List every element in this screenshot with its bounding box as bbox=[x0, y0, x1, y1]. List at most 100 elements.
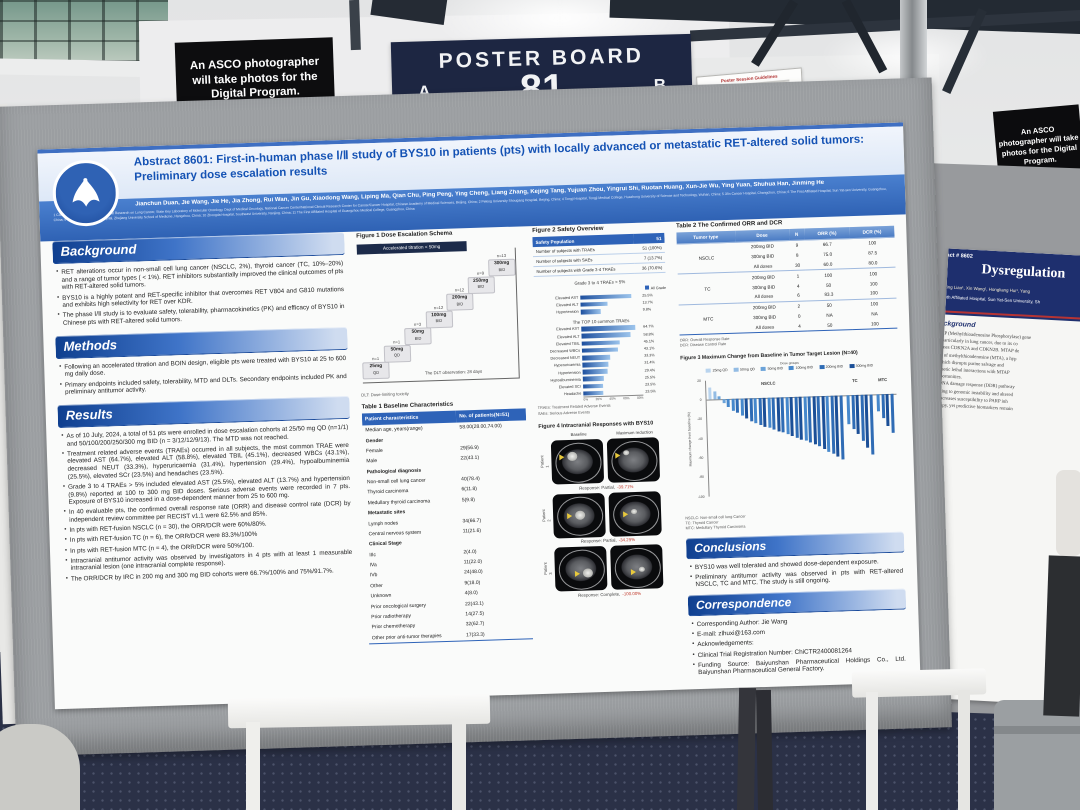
attendee-leg bbox=[755, 689, 774, 810]
bullet-marker: • bbox=[692, 661, 696, 669]
trae-bar-label: Hypoalbuminemia bbox=[550, 377, 581, 383]
methods-bullets: • Following an accelerated titration and … bbox=[58, 355, 347, 397]
dlt-observation-note: The DLT observation: 28 days bbox=[424, 368, 483, 376]
response-value: -34.29% bbox=[618, 537, 636, 543]
gray-stool bbox=[994, 700, 1080, 810]
bullet-marker: • bbox=[691, 621, 694, 628]
table2-cell: 4 bbox=[798, 323, 801, 329]
y-tick-label: -60 bbox=[698, 455, 704, 460]
brain-mri-image bbox=[606, 437, 661, 483]
hospital-emblem-logo bbox=[51, 159, 120, 228]
trae-bar-value: 9.8% bbox=[642, 307, 652, 312]
figure4-col-reduction: Maximum reduction bbox=[616, 429, 653, 436]
table-leg bbox=[866, 692, 878, 810]
trae-bar bbox=[583, 390, 603, 396]
poster-header: Abstract 8601: First-in-human phase Ⅰ/Ⅱ … bbox=[37, 122, 906, 242]
trae-bar-track bbox=[582, 361, 642, 368]
bullet-text: E-mail: zlhuxi@163.com bbox=[696, 629, 766, 639]
conclusions-bullets-item: • Preliminary antitumor activity was obse… bbox=[689, 567, 903, 589]
waterfall-bar bbox=[868, 394, 875, 455]
trae-bar bbox=[582, 376, 605, 382]
dose-step-schedule: BID bbox=[477, 283, 485, 290]
trae-bar-value: 23.5% bbox=[645, 382, 656, 387]
poster-8602-abstract-number: Abstract # 8602 bbox=[945, 251, 974, 260]
trae-bar-label: Hyperuricaemia bbox=[553, 363, 581, 368]
brain-mri-image bbox=[552, 492, 606, 539]
waterfall-bar bbox=[749, 398, 754, 422]
trae-bar bbox=[580, 308, 601, 315]
table-leg bbox=[246, 722, 260, 810]
trae-bar-track bbox=[580, 300, 640, 307]
waterfall-bar bbox=[717, 396, 721, 400]
legend-color-swatch bbox=[849, 363, 855, 368]
waterfall-plot-area: NSCLC TC MTC bbox=[704, 374, 900, 497]
waterfall-bar bbox=[889, 393, 895, 433]
waterfall-bar bbox=[758, 397, 763, 426]
bullet-marker: • bbox=[65, 557, 68, 564]
trae-bar bbox=[580, 293, 632, 300]
bullet-marker: • bbox=[61, 450, 65, 457]
trae-bar-track bbox=[580, 293, 640, 300]
mri-row: Patient 3 bbox=[542, 544, 675, 592]
axis-tick: 40% bbox=[609, 396, 616, 402]
table2-cell: 6 bbox=[797, 293, 800, 299]
trae-bar-value: 33.3% bbox=[644, 353, 655, 358]
trae-bar-track bbox=[581, 332, 641, 339]
bullet-marker: • bbox=[690, 573, 693, 581]
ceiling-pole bbox=[349, 0, 361, 51]
patient-label: Patient 1 bbox=[539, 455, 550, 469]
dose-step: n=12 100mg BID bbox=[425, 304, 453, 328]
dose-legend-chip: 200mg BID bbox=[819, 364, 843, 369]
baseline-characteristics-table: Patient characteristics No. of patients(… bbox=[361, 408, 534, 645]
trae-bar-track bbox=[580, 308, 641, 315]
top10-traes-bar-chart: Elevated AST 64.7% Elevated ALT 58.8% Elevat… bbox=[535, 324, 669, 397]
figure4-column-headers: Baseline Maximum reduction bbox=[551, 429, 671, 438]
lesion-arrow-icon bbox=[615, 452, 621, 459]
trae-bar-value: 25.5% bbox=[644, 375, 656, 380]
poster-8602-title: Dysregulation bbox=[981, 262, 1066, 282]
table2-tumor-cell: MTC bbox=[678, 302, 739, 336]
trae-bar-value: 13.7% bbox=[642, 300, 654, 305]
trae-bar-value: 25.5% bbox=[642, 293, 653, 298]
lesion-spot bbox=[574, 510, 586, 520]
dose-step-n: n=13 bbox=[496, 252, 507, 259]
lesion-arrow-icon bbox=[567, 512, 573, 519]
table1-cell-label: Other prior anti-tumor therapies bbox=[371, 632, 442, 642]
axis-tick: 20% bbox=[595, 397, 603, 402]
table2-cell: 100 bbox=[870, 320, 879, 327]
response-text: Response: Partial, bbox=[580, 537, 617, 544]
attendee-leg bbox=[736, 687, 757, 810]
waterfall-bar bbox=[740, 398, 744, 417]
correspondence-lines: • Corresponding Author: Jie Wang • E-mail: … bbox=[691, 615, 907, 678]
trae-bar-label: Hypertension bbox=[556, 309, 579, 315]
bullet-marker: • bbox=[63, 509, 66, 516]
mri-row: Patient 1 bbox=[539, 437, 672, 485]
table2-cell: 4 bbox=[796, 283, 800, 289]
patient-label: Patient 2 bbox=[540, 508, 552, 522]
patient-label: Patient 3 bbox=[542, 562, 553, 575]
figure4-col-baseline: Baseline bbox=[570, 431, 587, 438]
table2-cell: 1 bbox=[790, 270, 806, 282]
legend-color-swatch bbox=[733, 367, 739, 372]
dose-legend-chip: 25mg QD bbox=[706, 368, 728, 373]
trae-bar-track bbox=[582, 375, 643, 382]
dose-legend-chip: 50mg BID bbox=[760, 365, 784, 371]
trae-bar bbox=[581, 325, 636, 332]
table-leg bbox=[452, 720, 466, 810]
trae-bar-track bbox=[581, 346, 642, 353]
dose-step: n=12 200mg BID bbox=[446, 287, 474, 311]
waterfall-bar bbox=[712, 391, 717, 400]
dose-step: n=9 250mg BID bbox=[467, 270, 495, 294]
legend-label: 50mg BID bbox=[767, 365, 784, 371]
legend-label: 300mg BID bbox=[855, 363, 874, 368]
waterfall-bar bbox=[731, 398, 735, 411]
dose-step-schedule: BID bbox=[498, 266, 506, 272]
grade34-bar-chart: Elevated AST 25.5% Elevated ALT 13.7% Hypert… bbox=[534, 292, 667, 315]
trae-bar-value: 64.7% bbox=[643, 324, 654, 330]
bullet-marker: • bbox=[56, 294, 60, 301]
column-right: Table 2 The Confirmed ORR and DCR Tumor … bbox=[676, 215, 908, 686]
lesion-spot bbox=[567, 451, 578, 462]
dove-emblem-icon bbox=[72, 178, 100, 207]
trae-bar bbox=[582, 361, 609, 368]
trae-bar-label: Elevated AST bbox=[555, 295, 579, 301]
